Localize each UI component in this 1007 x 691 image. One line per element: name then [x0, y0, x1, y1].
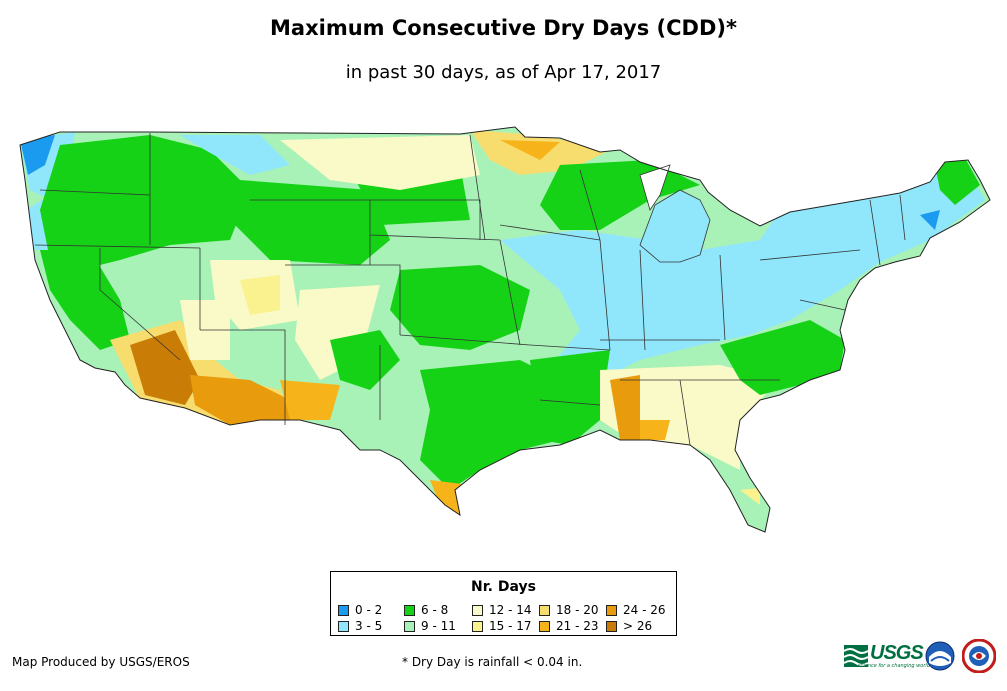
region-6-8 [330, 330, 400, 390]
legend-swatch [404, 621, 415, 632]
region-0-2 [20, 135, 55, 175]
region-6-8 [390, 265, 530, 350]
legend-swatch [606, 621, 617, 632]
legend-swatch [539, 621, 550, 632]
lake-michigan [639, 164, 671, 211]
region-gt-26 [130, 330, 200, 405]
region-3-5 [180, 135, 290, 175]
legend-label: 15 - 17 [489, 619, 532, 633]
legend-item: > 26 [606, 620, 652, 633]
legend-label: 24 - 26 [623, 603, 666, 617]
legend-item: 6 - 8 [404, 604, 448, 617]
region-6-8 [935, 158, 980, 205]
legend-item: 12 - 14 [472, 604, 532, 617]
region-3-5 [500, 165, 985, 395]
legend-swatch [472, 605, 483, 616]
legend-item: 9 - 11 [404, 620, 456, 633]
legend-label: 9 - 11 [421, 619, 456, 633]
region-21-23 [430, 480, 470, 515]
usgs-wordmark: USGS [870, 642, 924, 664]
legend: Nr. Days 0 - 2 3 - 5 6 - 8 9 - 11 12 - 1… [330, 571, 677, 636]
legend-item: 3 - 5 [338, 620, 382, 633]
legend-swatch [338, 621, 349, 632]
map-subtitle: in past 30 days, as of Apr 17, 2017 [345, 62, 662, 83]
region-21-23 [640, 420, 670, 440]
map-title: Maximum Consecutive Dry Days (CDD)* [270, 16, 737, 40]
map-credit: Map Produced by USGS/EROS [12, 655, 190, 669]
region-6-8 [235, 180, 390, 265]
legend-label: 0 - 2 [355, 603, 383, 617]
region-6-8 [40, 250, 130, 350]
region-21-23 [500, 140, 560, 160]
region-15-17 [740, 488, 760, 505]
region-24-26 [610, 375, 640, 440]
legend-label: 18 - 20 [556, 603, 599, 617]
legend-label: > 26 [623, 619, 653, 633]
region-6-8 [40, 135, 250, 270]
legend-swatch [404, 605, 415, 616]
legend-label: 12 - 14 [489, 603, 532, 617]
region-12-14 [280, 135, 480, 190]
region-6-8 [720, 320, 845, 395]
usgs-logo: USGS science for a changing world [844, 642, 930, 670]
legend-item: 24 - 26 [606, 604, 666, 617]
state-boundaries [34, 133, 906, 446]
legend-label: 3 - 5 [355, 619, 383, 633]
usgs-wave-icon [844, 645, 868, 667]
legend-item: 18 - 20 [539, 604, 599, 617]
legend-label: 6 - 8 [421, 603, 449, 617]
legend-swatch [338, 605, 349, 616]
usgs-tagline: science for a changing world [858, 663, 930, 669]
legend-title: Nr. Days [471, 579, 536, 595]
legend-label: 21 - 23 [556, 619, 599, 633]
region-6-8 [420, 360, 560, 490]
region-24-26 [190, 375, 300, 425]
legend-swatch [472, 621, 483, 632]
legend-item: 15 - 17 [472, 620, 532, 633]
region-0-2 [920, 210, 940, 230]
legend-swatch [539, 605, 550, 616]
nws-logo-icon [962, 639, 996, 673]
legend-item: 21 - 23 [539, 620, 599, 633]
legend-swatch [606, 605, 617, 616]
region-15-17 [240, 275, 280, 315]
region-12-14 [600, 365, 780, 470]
region-6-8 [530, 350, 610, 445]
michigan [639, 189, 711, 263]
noaa-logo-icon [925, 641, 955, 671]
legend-item: 0 - 2 [338, 604, 382, 617]
dry-day-footnote: * Dry Day is rainfall < 0.04 in. [402, 655, 583, 669]
region-21-23 [280, 380, 340, 420]
